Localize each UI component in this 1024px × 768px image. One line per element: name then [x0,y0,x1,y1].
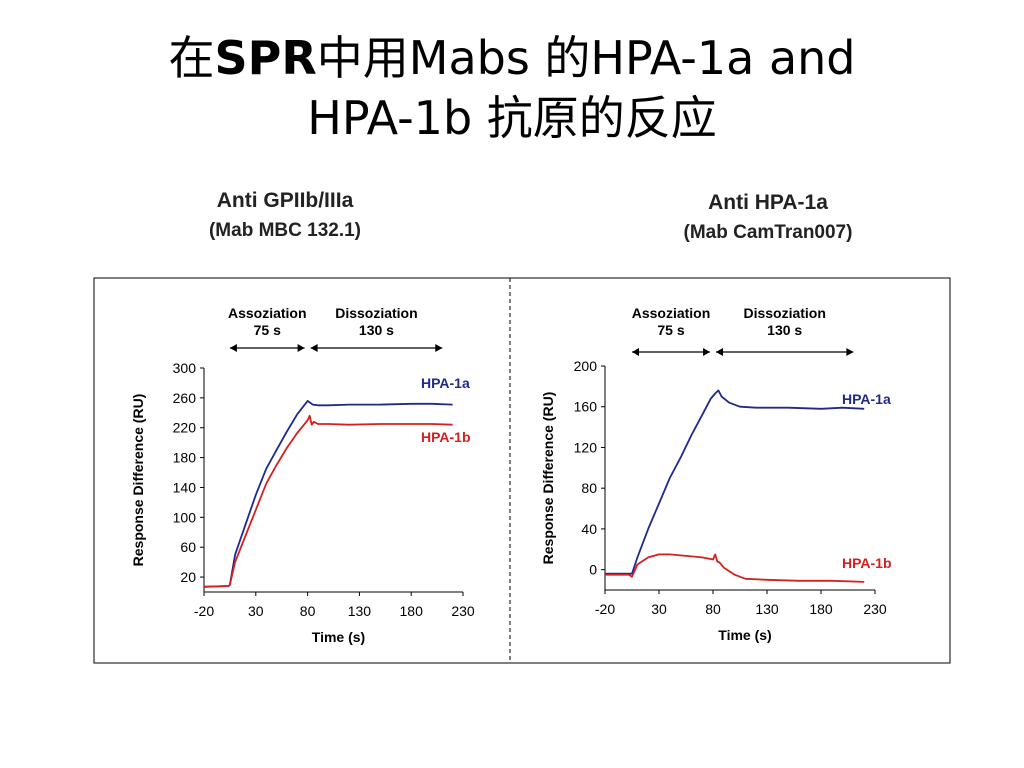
x-tick-label: 180 [809,601,833,617]
x-tick-label: 30 [651,601,667,617]
y-tick-label: 260 [173,390,197,406]
series-line-hpa-1b [203,414,453,588]
y-tick-label: 120 [574,439,598,455]
y-tick-label: 180 [173,450,197,466]
dissociation-arrow-head-right [435,344,443,352]
association-label: Assoziation [228,305,307,321]
title-spr: SPR [214,31,317,85]
right-chart-title: Anti HPA-1a [708,191,828,214]
dissociation-duration: 130 s [767,322,802,338]
x-tick-label: -20 [194,603,214,619]
legend-label-hpa-1b: HPA-1b [421,429,471,445]
left-chart-title: Anti GPIIb/IIIa [216,189,354,212]
y-tick-label: 140 [173,479,197,495]
y-tick-label: 80 [581,480,597,496]
dissociation-label: Dissoziation [743,305,825,321]
dissociation-label: Dissoziation [335,305,417,321]
association-arrow-head-left [632,348,639,356]
x-tick-label: -20 [595,601,615,617]
dissociation-arrow-head-left [716,348,723,356]
legend-label-hpa-1a: HPA-1a [421,375,470,391]
title-part-1: 在 [168,31,215,85]
series-line-hpa-1a [605,389,865,575]
left-chart: 20 60 100 140 180 220 260 300 -20 30 80 130 180 230 Ti… [130,305,475,645]
dissociation-arrow-head-right [846,348,854,356]
x-tick-label: 80 [300,603,316,619]
y-tick-label: 100 [173,509,197,525]
right-chart-heading: Anti HPA-1a (Mab CamTran007) [618,188,918,248]
x-tick-label: 230 [863,601,887,617]
y-axis-label: Response Difference (RU) [540,392,556,565]
title-line-2: HPA-1b 抗原的反应 [307,91,717,145]
association-arrow-head-right [703,348,710,356]
y-tick-label: 40 [581,521,597,537]
y-tick-label: 160 [574,399,598,415]
y-tick-label: 60 [180,539,196,555]
y-tick-label: 20 [180,569,196,585]
left-chart-heading: Anti GPIIb/IIIa (Mab MBC 132.1) [140,186,430,246]
dissociation-duration: 130 s [359,322,394,338]
x-tick-label: 130 [348,603,372,619]
association-duration: 75 s [254,322,281,338]
figure-frame [93,277,951,664]
x-axis-label: Time (s) [312,629,365,645]
y-tick-label: 300 [173,360,197,376]
dissociation-arrow-head-left [310,344,318,352]
y-tick-label: 200 [574,358,598,374]
x-tick-label: 180 [400,603,424,619]
legend-label-hpa-1a: HPA-1a [842,391,891,407]
x-axis-label: Time (s) [718,627,771,643]
title-part-2: 中用Mabs 的HPA-1a and [316,31,856,85]
x-tick-label: 80 [705,601,721,617]
association-arrow-head-right [297,344,305,352]
slide-title: 在SPR中用Mabs 的HPA-1a and HPA-1b 抗原的反应 [0,28,1024,148]
series-line-hpa-1a [203,399,453,588]
association-arrow-head-left [229,344,237,352]
y-axis-label: Response Difference (RU) [130,394,146,567]
legend-label-hpa-1b: HPA-1b [842,555,892,571]
association-label: Assoziation [632,305,711,321]
right-chart-subtitle: (Mab CamTran007) [683,222,853,243]
y-tick-label: 0 [589,562,597,578]
association-duration: 75 s [657,322,684,338]
right-chart: 0 40 80 120 160 200 -20 30 80 130 180 230 Time (s) Re… [540,305,892,643]
y-tick-label: 220 [173,420,197,436]
x-tick-label: 130 [755,601,779,617]
x-tick-label: 30 [248,603,264,619]
series-line-hpa-1b [605,553,865,583]
left-chart-subtitle: (Mab MBC 132.1) [208,220,362,241]
x-tick-label: 230 [451,603,475,619]
